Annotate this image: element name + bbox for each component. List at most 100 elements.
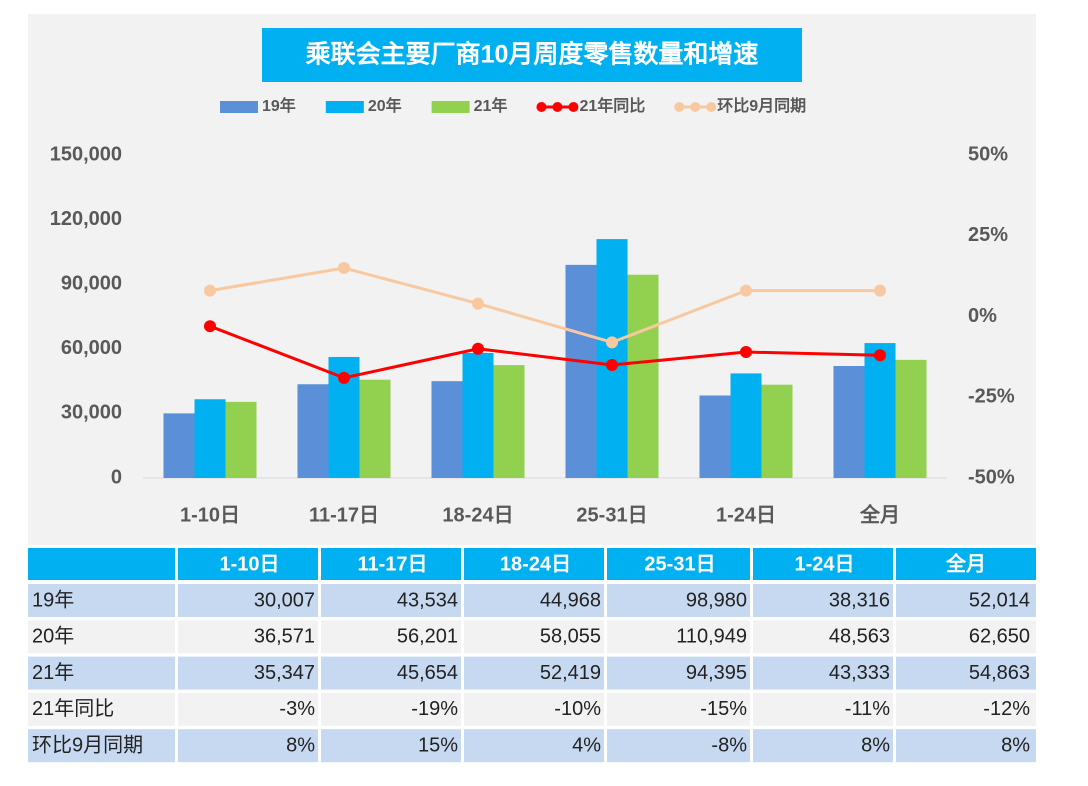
legend-label: 环比9月同期	[717, 96, 806, 115]
line-point	[204, 320, 216, 333]
x-tick-label: 全月	[859, 502, 900, 526]
legend-swatch	[552, 102, 563, 112]
line	[209, 266, 880, 344]
table-cell: 36,571	[254, 626, 315, 648]
y-tick-label: 60,000	[61, 337, 122, 359]
bar	[761, 384, 793, 478]
table-header-cell: 11-17日	[357, 553, 427, 575]
line-point	[204, 284, 216, 297]
table-cell: 58,055	[540, 626, 601, 648]
legend-swatch	[690, 102, 701, 112]
y-tick-label: 30,000	[61, 402, 122, 424]
legend-swatch	[536, 102, 547, 112]
bar	[359, 379, 391, 478]
line-point	[606, 336, 618, 349]
table-cell: -15%	[700, 698, 747, 720]
table-cell: 52,419	[540, 662, 601, 684]
line-point	[472, 342, 484, 355]
table-cell: -3%	[279, 698, 315, 720]
table-row	[28, 584, 1036, 617]
table-cell: 52,014	[969, 589, 1030, 611]
table-cell: 45,654	[397, 662, 458, 684]
table-header-cell: 1-10日	[219, 553, 279, 575]
bar	[297, 384, 329, 478]
x-tick-label: 1-24日	[716, 504, 776, 526]
bar	[864, 343, 896, 478]
table-cell: 62,650	[969, 626, 1030, 648]
table-row-label: 19年	[32, 588, 74, 611]
table-cell: 38,316	[829, 589, 890, 611]
bar	[163, 413, 195, 478]
y2-tick-label: 0%	[968, 305, 997, 327]
bar	[431, 381, 463, 478]
y-tick-label: 150,000	[50, 143, 122, 165]
line-point	[874, 349, 886, 362]
table-cell: 15%	[418, 734, 458, 756]
table-cell: 110,949	[676, 626, 747, 648]
legend-label: 20年	[368, 96, 402, 115]
bar	[194, 399, 226, 478]
bar	[895, 359, 927, 478]
legend-swatch	[568, 102, 579, 112]
table-row-label: 21年	[32, 661, 74, 684]
x-tick-label: 18-24日	[442, 504, 513, 526]
line-point	[740, 284, 752, 297]
line-point	[338, 371, 350, 384]
line-point	[606, 358, 618, 371]
table-cell: 48,563	[829, 626, 890, 648]
x-tick-label: 11-17日	[309, 504, 379, 526]
table-header-cell: 18-24日	[500, 553, 571, 575]
table-cell: 8%	[1001, 734, 1030, 756]
bar	[462, 352, 494, 478]
y2-tick-label: 50%	[968, 143, 1008, 165]
table-cell: 54,863	[969, 662, 1030, 684]
x-tick-label: 1-10日	[180, 504, 240, 526]
bar	[596, 239, 628, 478]
bar	[627, 274, 659, 478]
bar	[833, 365, 865, 478]
table-header	[28, 548, 1036, 580]
table-cell: 35,347	[254, 662, 315, 684]
y2-tick-label: -50%	[968, 466, 1015, 488]
table-row-label: 20年	[32, 625, 74, 648]
line-point	[740, 346, 752, 359]
legend-swatch	[325, 101, 364, 113]
table-cell: -10%	[554, 698, 601, 720]
bar	[225, 401, 257, 478]
table-cell: 98,980	[686, 589, 747, 611]
bar	[699, 395, 731, 478]
legend-swatch	[674, 102, 685, 112]
table-cell: -12%	[983, 698, 1030, 720]
table-row-label: 21年同比	[32, 697, 114, 720]
table-row	[28, 729, 1036, 763]
table-header-cell: 1-24日	[794, 553, 854, 575]
table-cell: 30,007	[254, 589, 315, 611]
table-row-label: 环比9月同期	[32, 733, 143, 756]
bar	[565, 264, 597, 478]
legend-swatch	[706, 102, 717, 112]
table-row	[28, 620, 1036, 654]
y2-tick-label: 25%	[968, 224, 1008, 246]
y-tick-label: 90,000	[61, 272, 122, 294]
y-tick-label: 0	[111, 466, 122, 488]
bar	[730, 373, 762, 478]
legend-swatch	[220, 101, 258, 113]
table-cell: 8%	[286, 734, 315, 756]
table-header-cell: 25-31日	[644, 553, 715, 575]
y2-tick-label: -25%	[968, 386, 1015, 408]
table-cell: 56,201	[397, 626, 458, 648]
legend-swatch	[431, 101, 470, 113]
table-row	[28, 656, 1036, 690]
table-cell: 4%	[572, 734, 601, 756]
line	[209, 324, 881, 380]
x-tick-label: 25-31日	[576, 504, 647, 526]
legend-label: 21年同比	[579, 96, 645, 115]
line-point	[338, 262, 350, 275]
line-point	[874, 284, 886, 297]
table-cell: -19%	[411, 698, 458, 720]
table-cell: 44,968	[540, 589, 601, 611]
legend-label: 19年	[262, 96, 296, 115]
table-cell: 43,333	[829, 662, 890, 684]
table-cell: -11%	[845, 698, 890, 720]
